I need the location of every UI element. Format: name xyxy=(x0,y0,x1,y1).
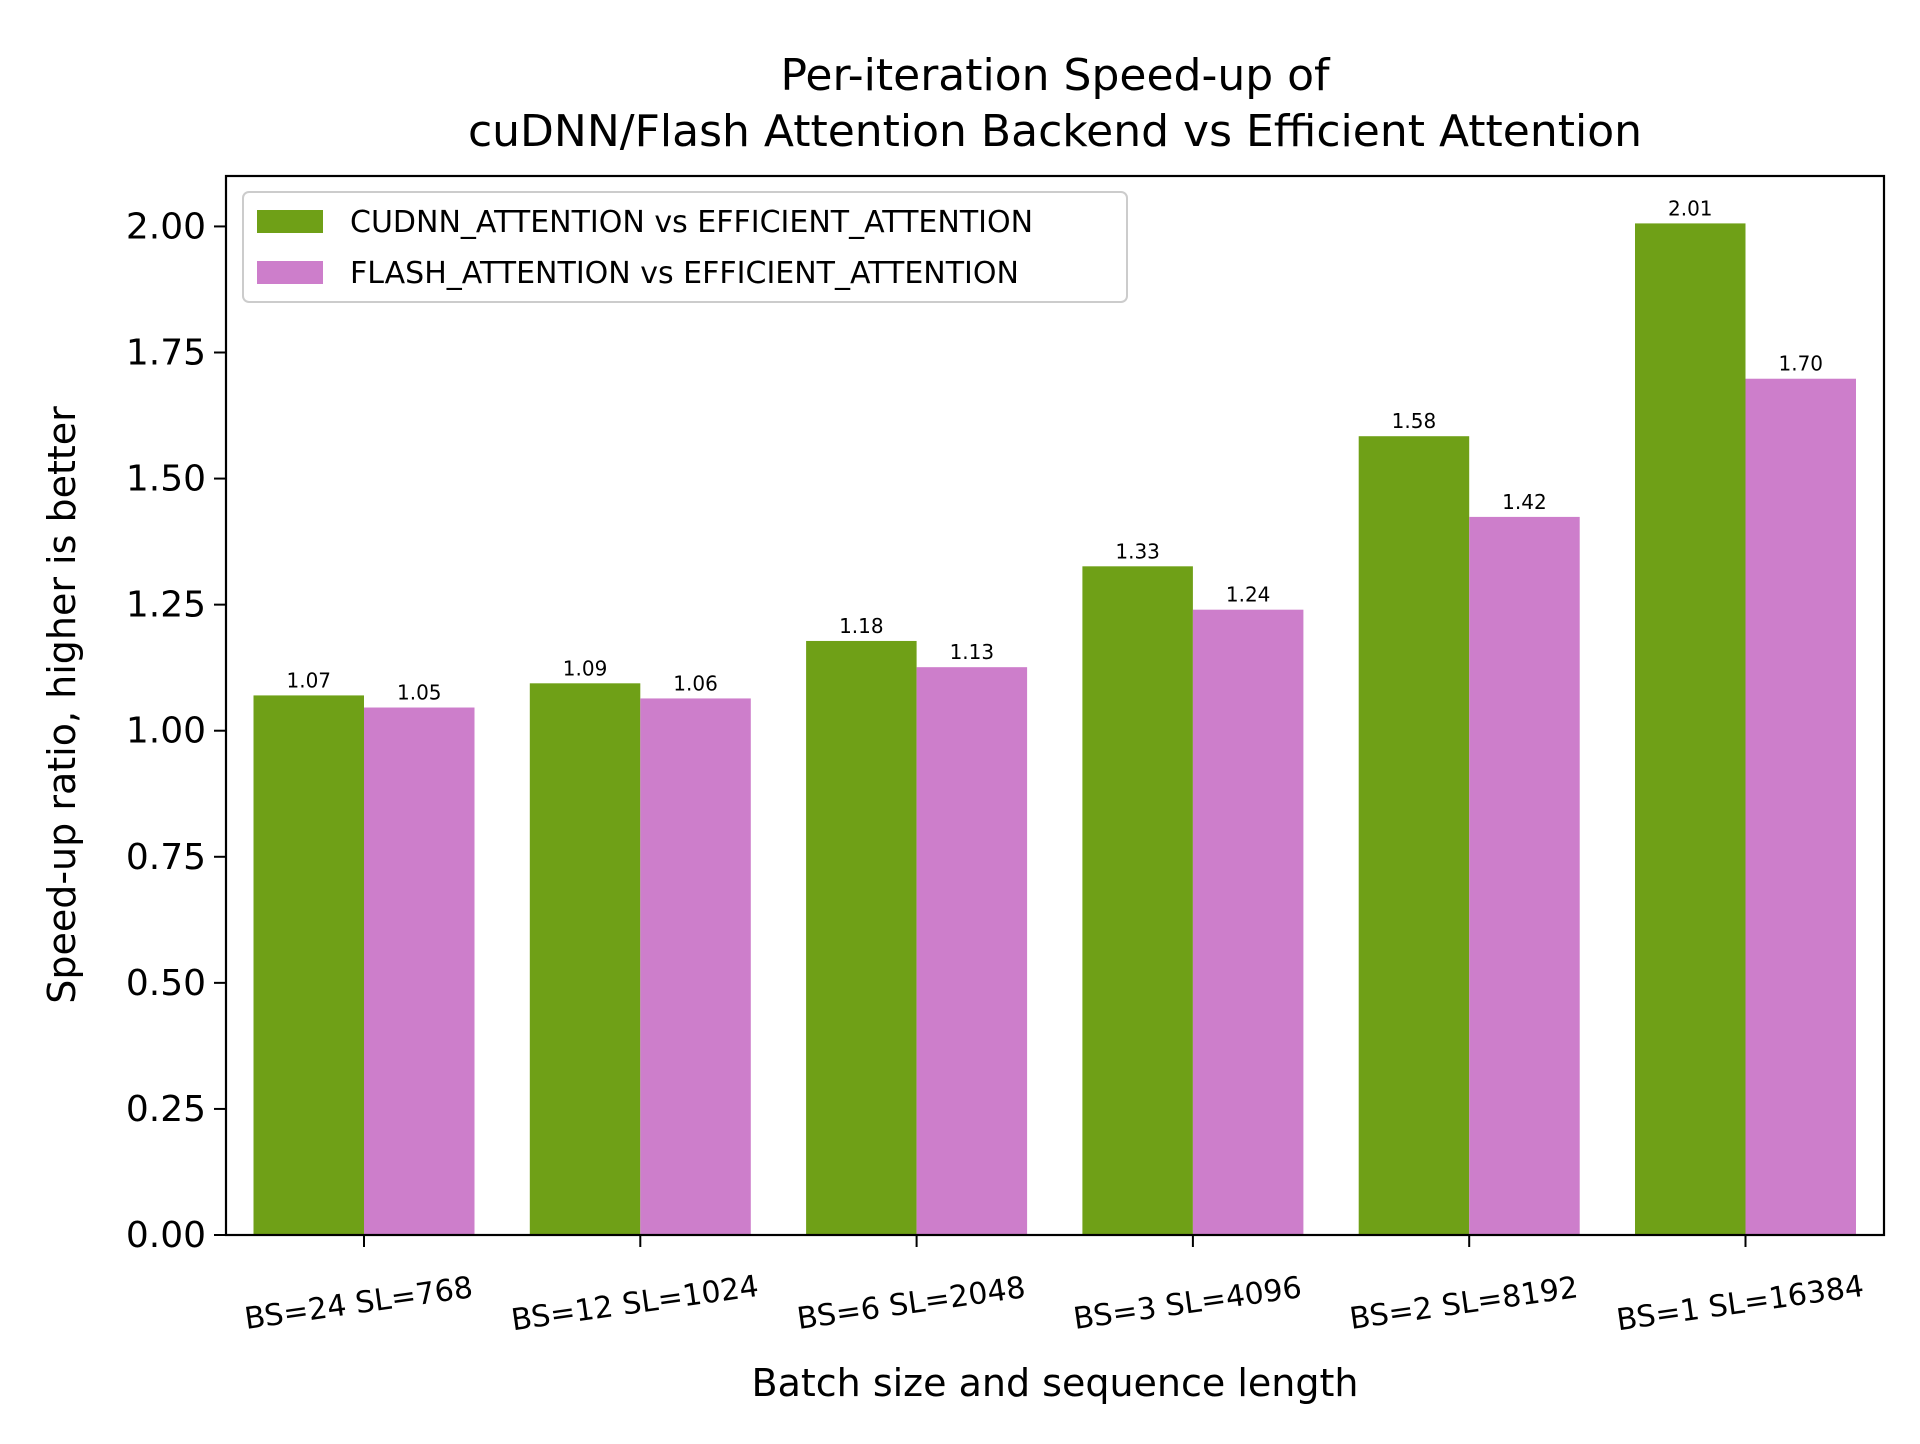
y-tick-label: 1.00 xyxy=(126,711,206,752)
y-axis: 0.00 0.25 0.50 0.75 1.00 1.25 1.50 1.75 2.00 xyxy=(126,206,226,1256)
value-labels: 1.07 1.09 1.18 1.33 1.58 2.01 1.05 1.06 1.13 1.24… xyxy=(286,196,1823,704)
x-axis: BS=24 SL=768 BS=12 SL=1024 BS=6 SL=2048 BS=… xyxy=(242,1235,1866,1338)
value-label-series-2-1: 1.06 xyxy=(673,671,718,695)
value-label-series-2-4: 1.42 xyxy=(1502,490,1547,514)
y-tick-label: 1.50 xyxy=(126,459,206,500)
bar-series-2-0 xyxy=(364,707,475,1235)
bar-series-1-1 xyxy=(529,683,641,1235)
value-label-series-2-3: 1.24 xyxy=(1226,583,1271,607)
value-label-series-2-5: 1.70 xyxy=(1778,352,1823,376)
x-tick-label: BS=12 SL=1024 xyxy=(509,1269,761,1338)
y-tick-label: 0.00 xyxy=(126,1215,206,1256)
y-tick-label: 0.25 xyxy=(126,1089,206,1130)
bar-series-1-4 xyxy=(1358,436,1470,1235)
x-tick-label: BS=24 SL=768 xyxy=(242,1270,475,1337)
value-label-series-1-1: 1.09 xyxy=(563,656,608,680)
bar-series-1-2 xyxy=(806,640,917,1235)
y-tick-label: 0.75 xyxy=(126,837,206,878)
chart-title-line-1: Per-iteration Speed-up of xyxy=(780,50,1331,101)
bar-series-1-5 xyxy=(1635,223,1746,1236)
value-label-series-2-0: 1.05 xyxy=(397,681,442,705)
legend-label-series-2: FLASH_ATTENTION vs EFFICIENT_ATTENTION xyxy=(350,256,1019,291)
bar-series-1-0 xyxy=(253,695,364,1235)
value-label-series-1-2: 1.18 xyxy=(839,614,884,638)
y-tick-label: 1.75 xyxy=(126,333,206,374)
x-tick-label: BS=6 SL=2048 xyxy=(795,1270,1028,1337)
x-tick-label: BS=1 SL=16384 xyxy=(1614,1269,1866,1338)
y-tick-label: 1.25 xyxy=(126,585,206,626)
value-label-series-2-2: 1.13 xyxy=(950,640,995,664)
y-tick-label: 0.50 xyxy=(126,963,206,1004)
value-label-series-1-5: 2.01 xyxy=(1668,196,1713,220)
value-label-series-1-0: 1.07 xyxy=(286,668,331,692)
legend-box xyxy=(242,191,1128,303)
legend-swatch-series-1 xyxy=(257,210,323,233)
bar-series-2-5 xyxy=(1745,378,1856,1235)
legend-swatch-series-2 xyxy=(257,261,323,284)
legend-label-series-1: CUDNN_ATTENTION vs EFFICIENT_ATTENTION xyxy=(350,205,1033,240)
y-axis-label: Speed-up ratio, higher is better xyxy=(40,406,84,1004)
bar-series-2-1 xyxy=(640,698,751,1235)
legend: CUDNN_ATTENTION vs EFFICIENT_ATTENTION FL… xyxy=(242,191,1128,303)
y-tick-label: 2.00 xyxy=(126,206,206,247)
x-tick-label: BS=3 SL=4096 xyxy=(1071,1270,1304,1337)
bar-series-2-4 xyxy=(1469,516,1580,1235)
x-axis-label: Batch size and sequence length xyxy=(752,1361,1359,1405)
bar-series-2-2 xyxy=(916,667,1028,1235)
chart-title-line-2: cuDNN/Flash Attention Backend vs Efficie… xyxy=(468,106,1642,157)
x-tick-label: BS=2 SL=8192 xyxy=(1348,1270,1581,1337)
bar-series-1-3 xyxy=(1082,566,1193,1235)
bars xyxy=(253,223,1856,1236)
value-label-series-1-3: 1.33 xyxy=(1115,539,1160,563)
plot-frame xyxy=(224,174,1886,1237)
value-label-series-1-4: 1.58 xyxy=(1392,409,1437,433)
bar-series-2-3 xyxy=(1192,609,1304,1235)
